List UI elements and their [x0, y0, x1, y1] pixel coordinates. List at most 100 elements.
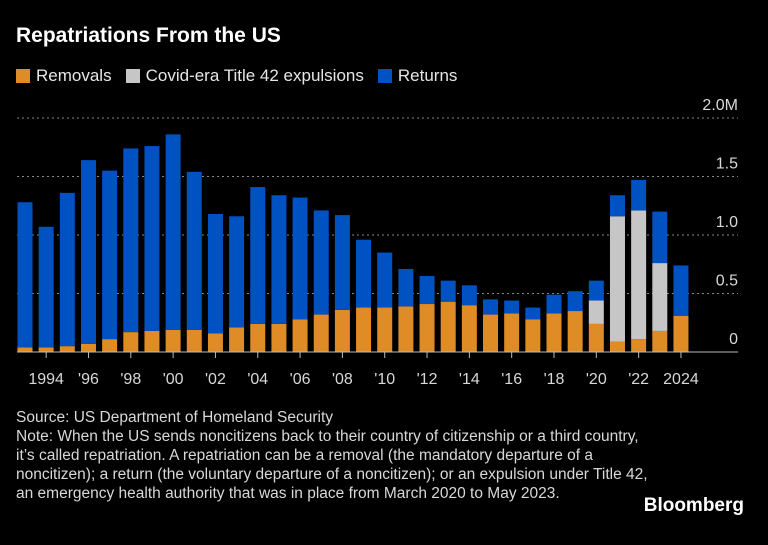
bar-removals-2017 [525, 319, 541, 352]
legend-label: Removals [36, 66, 112, 85]
x-tick-label: '00 [163, 371, 184, 388]
bar-removals-2009 [356, 307, 372, 352]
bar-returns-2001 [186, 171, 202, 330]
y-tick-label: 1.0 [716, 214, 738, 231]
bar-returns-1998 [123, 148, 139, 333]
bar-removals-2018 [546, 313, 562, 352]
bar-removals-1994 [38, 347, 54, 352]
bar-removals-2022 [631, 339, 647, 352]
bar-removals-2014 [461, 305, 477, 352]
bar-removals-2005 [271, 323, 287, 352]
bar-removals-2024 [673, 315, 689, 352]
x-tick-label: 2024 [663, 371, 699, 388]
bar-title42-2023 [652, 263, 668, 331]
bar-returns-1996 [80, 160, 96, 344]
bar-returns-2014 [461, 285, 477, 306]
bar-returns-2016 [504, 300, 520, 314]
bar-returns-1993 [17, 202, 33, 348]
bar-removals-2011 [398, 306, 414, 352]
y-tick-label: 0.5 [716, 273, 738, 290]
legend-swatch-title42 [125, 69, 140, 83]
bar-returns-2013 [440, 280, 456, 302]
bar-returns-1995 [59, 192, 75, 347]
bar-removals-1993 [17, 347, 33, 352]
bar-returns-2022 [631, 180, 647, 211]
x-tick-label: '10 [374, 371, 395, 388]
chart-plot: 0 0.5 1.0 1.5 2.0M 1994 '96 '98 '00 '02 '04 '06 '08 '… [17, 97, 738, 388]
bar-removals-2000 [165, 329, 181, 352]
bar-returns-2021 [609, 195, 625, 217]
y-tick-label: 0 [729, 331, 738, 348]
x-tick-label: '02 [205, 371, 226, 388]
bar-returns-1999 [144, 146, 160, 331]
bar-returns-2011 [398, 268, 414, 307]
legend: Removals Covid-era Title 42 expulsions R… [16, 66, 457, 86]
x-tick-label: '06 [290, 371, 311, 388]
bar-title42-2021 [609, 216, 625, 342]
bar-removals-2010 [377, 307, 393, 352]
x-tick-label: '22 [628, 371, 649, 388]
note-text: Note: When the US sends noncitizens back… [16, 428, 648, 502]
source-text: Source: US Department of Homeland Securi… [16, 409, 334, 426]
bar-removals-2015 [483, 314, 499, 352]
bar-removals-2021 [609, 341, 625, 352]
bar-returns-2015 [483, 299, 499, 315]
bar-returns-1997 [102, 170, 118, 340]
x-tick-label: '12 [417, 371, 438, 388]
bar-removals-2016 [504, 313, 520, 352]
bar-removals-1996 [80, 343, 96, 352]
x-tick-label: '16 [501, 371, 522, 388]
legend-item-title42: Covid-era Title 42 expulsions [125, 66, 364, 86]
x-tick-label: '08 [332, 371, 353, 388]
bar-removals-2019 [567, 311, 583, 352]
bar-removals-1995 [59, 346, 75, 352]
bar-removals-2020 [588, 323, 604, 352]
legend-item-removals: Removals [16, 66, 112, 86]
bar-removals-2004 [250, 323, 266, 352]
x-tick-label: 1994 [28, 371, 64, 388]
bar-removals-2008 [334, 309, 350, 352]
bar-removals-2007 [313, 314, 329, 352]
bar-removals-1999 [144, 330, 160, 352]
bar-returns-1994 [38, 226, 54, 348]
bar-removals-2012 [419, 304, 435, 352]
bar-returns-2009 [356, 239, 372, 308]
bloomberg-logo: Bloomberg [643, 495, 744, 516]
bar-returns-2005 [271, 195, 287, 324]
bar-returns-2012 [419, 275, 435, 305]
chart-title: Repatriations From the US [16, 24, 281, 47]
bar-returns-2008 [334, 215, 350, 310]
y-tick-label: 1.5 [716, 156, 738, 173]
bar-returns-2024 [673, 265, 689, 316]
bar-returns-2000 [165, 134, 181, 330]
bar-returns-2018 [546, 294, 562, 314]
bar-removals-2006 [292, 319, 308, 352]
legend-label: Returns [397, 66, 458, 85]
bar-title42-2020 [588, 300, 604, 324]
legend-label: Covid-era Title 42 expulsions [145, 66, 364, 85]
footer: Source: US Department of Homeland Securi… [16, 408, 656, 503]
legend-item-returns: Returns [377, 66, 458, 86]
x-tick-label: '14 [459, 371, 480, 388]
bar-removals-2013 [440, 301, 456, 352]
bar-returns-2019 [567, 291, 583, 312]
bar-removals-2002 [207, 333, 223, 352]
bar-removals-2003 [229, 327, 245, 352]
x-tick-label: '96 [78, 371, 99, 388]
bar-removals-1998 [123, 332, 139, 352]
x-tick-label: '04 [247, 371, 268, 388]
bar-returns-2023 [652, 211, 668, 264]
bar-returns-2007 [313, 210, 329, 315]
y-tick-label: 2.0M [702, 97, 738, 114]
bar-removals-2001 [186, 329, 202, 352]
x-tick-label: '18 [544, 371, 565, 388]
bar-removals-2023 [652, 330, 668, 352]
bar-returns-2010 [377, 252, 393, 308]
legend-swatch-removals [16, 69, 30, 83]
bar-returns-2020 [588, 280, 604, 301]
x-tick-label: '20 [586, 371, 607, 388]
bar-returns-2017 [525, 307, 541, 320]
x-tick-label: '98 [120, 371, 141, 388]
bar-removals-1997 [102, 339, 118, 352]
bar-returns-2003 [229, 216, 245, 328]
